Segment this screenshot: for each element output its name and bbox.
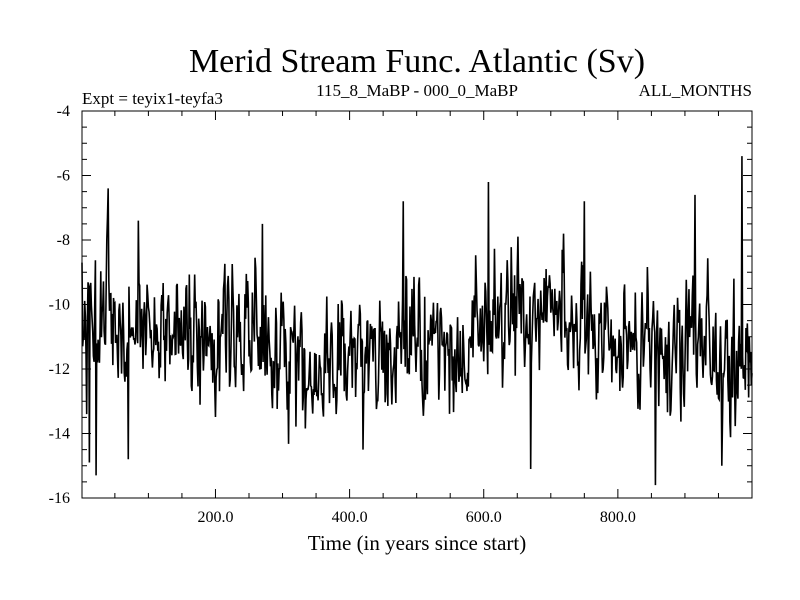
series-group xyxy=(81,156,753,486)
y-tick-label: -8 xyxy=(57,232,70,249)
experiment-label: Expt = teyix1-teyfa3 xyxy=(82,89,223,108)
y-tick-label: -4 xyxy=(57,103,70,120)
x-tick-label: 400.0 xyxy=(332,509,368,526)
months-label: ALL_MONTHS xyxy=(639,81,752,100)
series-line xyxy=(81,156,753,486)
period-label: 115_8_MaBP - 000_0_MaBP xyxy=(316,81,518,100)
y-tick-label: -6 xyxy=(57,168,70,185)
y-tick-label: -12 xyxy=(49,361,70,378)
x-axis-title: Time (in years since start) xyxy=(308,531,527,555)
y-tick-label: -14 xyxy=(49,426,70,443)
x-tick-label: 600.0 xyxy=(466,509,502,526)
y-tick-label: -16 xyxy=(49,490,70,507)
chart-title: Merid Stream Func. Atlantic (Sv) xyxy=(189,43,645,80)
y-tick-label: -10 xyxy=(49,297,70,314)
x-tick-label: 800.0 xyxy=(600,509,636,526)
plot-frame xyxy=(81,110,753,499)
x-tick-label: 200.0 xyxy=(197,509,233,526)
